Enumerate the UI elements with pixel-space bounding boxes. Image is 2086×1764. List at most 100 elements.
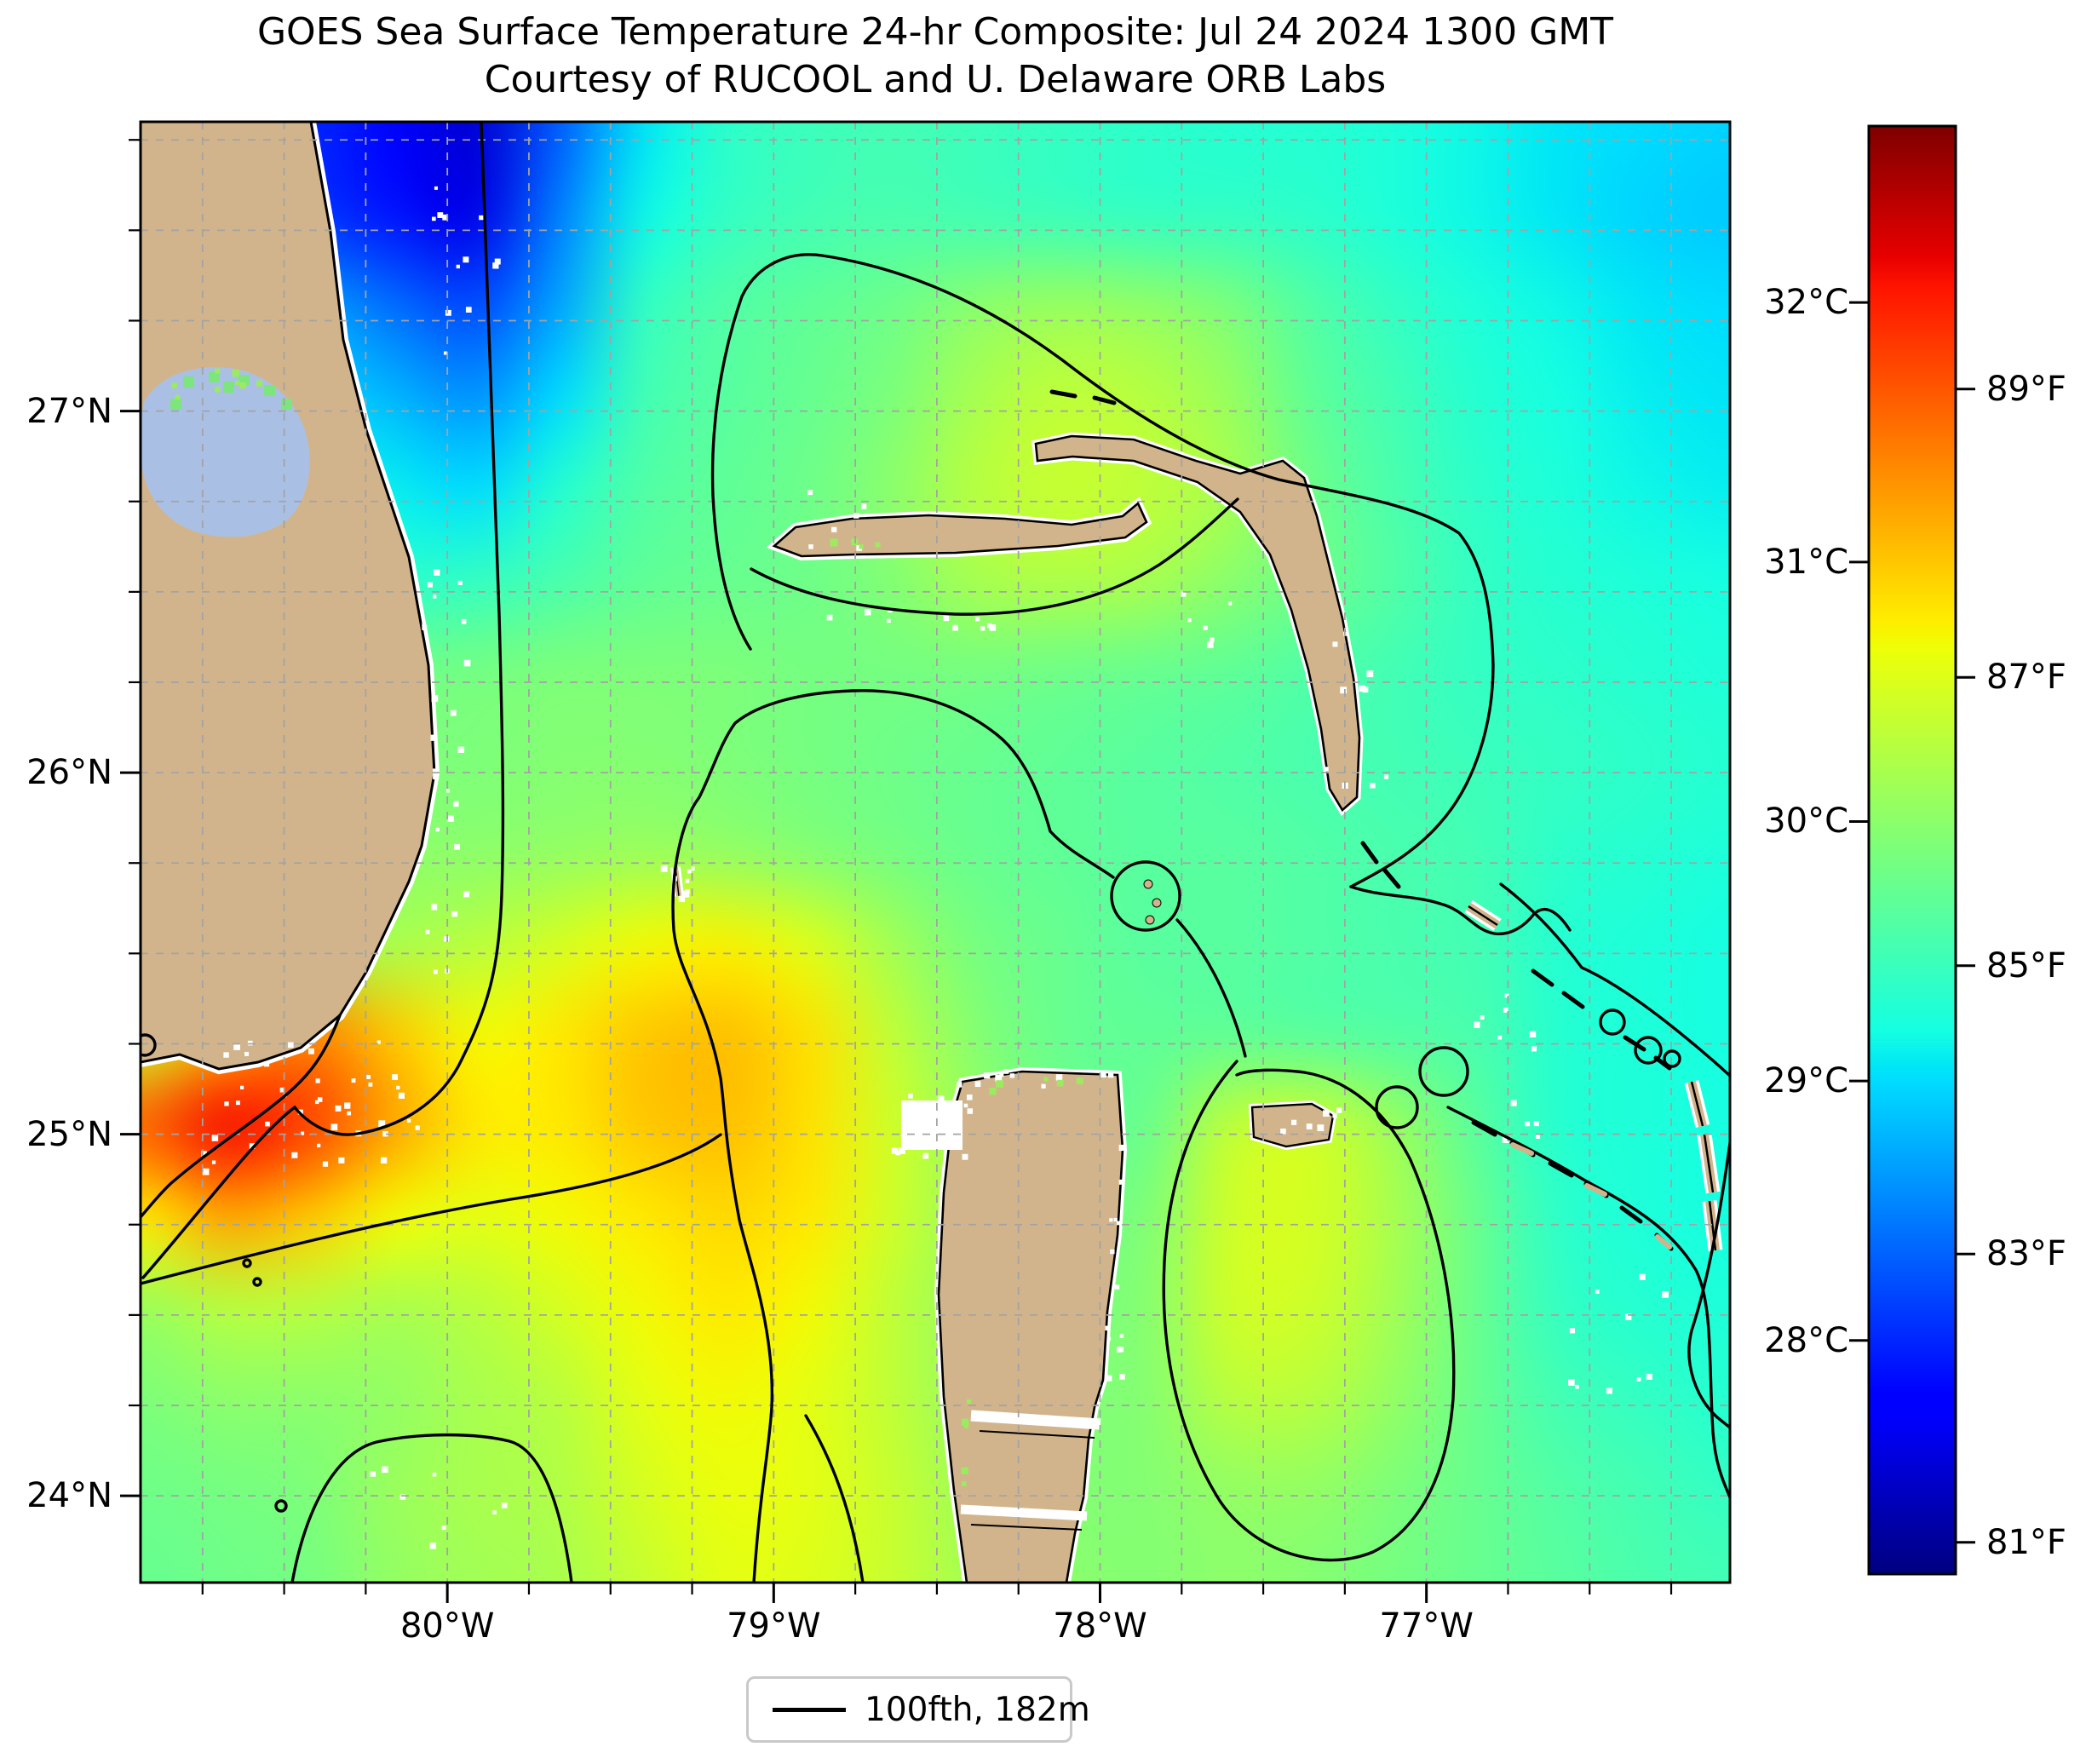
missing-data-pixel [1359,685,1366,692]
colorbar-celsius-label: 28°C [1764,1320,1848,1360]
florida-keys-coastline [141,1014,342,1219]
missing-data-pixel [1332,1113,1337,1118]
missing-data-pixel [415,1125,420,1130]
missing-data-pixel [451,911,458,917]
missing-data-pixel [279,1087,285,1093]
exuma-cay-land [1655,1234,1672,1250]
missing-data-pixel [1114,1284,1120,1290]
cay-chain-dash [1623,1035,1646,1052]
coastal-data-noise-pixel [171,382,177,388]
missing-data-pixel [962,1153,968,1160]
missing-data-pixel [444,936,450,942]
colorbar-fahrenheit-label: 83°F [1986,1234,2066,1274]
missing-data-pixel [450,710,457,716]
coastal-data-noise-pixel [1043,1077,1049,1082]
missing-data-pixel [315,1078,320,1083]
coastal-data-noise-pixel [989,1088,997,1095]
coastal-data-noise-pixel [175,394,181,400]
florida-land [141,122,436,1071]
missing-data-pixel [335,1105,342,1112]
coastal-data-noise-pixel [256,380,263,387]
lake-data-noise-pixel [170,399,181,410]
cay-chain-dash [1092,395,1117,405]
eleuthera-hook-contour [1349,885,1572,936]
coastal-data-noise-pixel [859,544,864,549]
missing-data-pixel [422,622,426,626]
missing-data-pixel [938,1140,944,1146]
missing-data-pixel [895,1150,901,1156]
florida-current-contour [141,122,505,1279]
missing-data-pixel [685,878,690,883]
missing-data-pixel [430,904,438,911]
missing-data-pixel [1055,1074,1063,1081]
coastal-data-noise-pixel [964,1423,969,1428]
coastal-data-noise-pixel [232,370,239,377]
missing-data-pixel [860,503,867,509]
lake-okeechobee [141,367,310,537]
missing-data-pixel [330,1123,338,1131]
missing-data-pixel [233,1043,240,1050]
missing-data-pixel [396,1085,400,1090]
colorbar-fahrenheit-label: 87°F [1986,658,2066,698]
missing-data-pixel [682,890,690,898]
missing-data-pixel [1575,1384,1579,1389]
coastal-data-noise-pixel [962,1481,967,1486]
missing-data-pixel [441,1526,446,1531]
missing-data-pixel [1306,1123,1313,1129]
cay-chain-dash [1382,868,1401,889]
axis-ticks [120,139,1673,1603]
y-tick-label: 24°N [26,1476,112,1516]
berry-islands-cay [1145,915,1155,925]
missing-data-pixel [265,1121,270,1127]
berry-islands-cay [1152,898,1162,908]
missing-data-pixel [1181,591,1187,597]
missing-data-pixel [465,307,472,313]
missing-data-pixel [685,889,690,894]
missing-data-pixel [300,1131,305,1135]
missing-data-pixel [382,1130,388,1137]
missing-data-pixel [1497,1035,1503,1040]
graticule [141,122,1730,1583]
missing-data-pixel [952,624,958,631]
figure-title: GOES Sea Surface Temperature 24-hr Compo… [256,10,1614,54]
missing-data-pixel [244,1051,249,1056]
andros-north-bight [970,1410,1101,1430]
missing-data-pixel [434,569,440,576]
colorbar-fahrenheit-label: 81°F [1986,1522,2066,1562]
x-tick-label: 79°W [727,1606,821,1646]
andros-middle-bight [960,1504,1088,1521]
missing-data-pixel [865,609,871,616]
missing-data-pixel [370,1471,376,1477]
missing-data-pixel [463,891,470,898]
missing-data-pixel [398,1092,405,1099]
missing-data-pixel [1606,1388,1612,1394]
missing-data-pixel [1336,1107,1342,1113]
missing-data-pixel [1480,1015,1485,1020]
missing-data-pixel [427,582,433,588]
missing-data-pixel [433,773,440,780]
missing-data-pixel [434,186,438,190]
missing-data-pixel [1504,993,1509,998]
berry-islands-cay [1143,879,1153,889]
cay-chain-dash [1548,1161,1574,1178]
bank-ring-contour [1418,1046,1469,1097]
missing-data-pixel [431,695,439,702]
missing-data-pixel [456,264,460,269]
missing-data-pixel [1106,1336,1112,1342]
lake-data-noise-pixel [223,382,234,393]
keys-islet [242,1258,252,1268]
missing-data-pixel [807,490,813,496]
missing-data-pixel [1110,1249,1115,1255]
missing-data-pixel [1323,1110,1330,1117]
missing-data-pixel [1624,1313,1632,1320]
missing-data-pixel [457,580,463,585]
missing-data-pixel [1568,1379,1575,1386]
missing-data-pixel [691,866,695,871]
shoal-ring-contour [141,1033,157,1057]
missing-data-pixel [966,1095,973,1100]
missing-data-pixel [1531,1046,1537,1052]
missing-data-pixel [432,1472,437,1477]
colorbar-fahrenheit-label: 85°F [1986,945,2066,985]
eleuthera-coast [1703,1134,1715,1193]
coastal-data-noise-pixel [215,368,221,374]
